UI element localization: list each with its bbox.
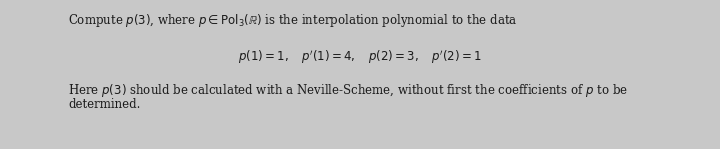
- Text: Compute $p(3)$, where $p \in \mathrm{Pol}_3(\mathbb{R})$ is the interpolation po: Compute $p(3)$, where $p \in \mathrm{Pol…: [68, 12, 518, 29]
- Text: Here $p(3)$ should be calculated with a Neville-Scheme, without first the coeffi: Here $p(3)$ should be calculated with a …: [68, 82, 628, 99]
- Text: $p(1) = 1, \quad p'(1) = 4, \quad p(2) = 3, \quad p'(2) = 1$: $p(1) = 1, \quad p'(1) = 4, \quad p(2) =…: [238, 48, 482, 66]
- Text: determined.: determined.: [68, 98, 140, 111]
